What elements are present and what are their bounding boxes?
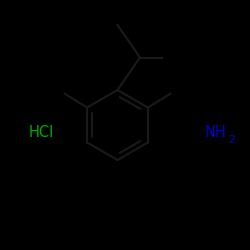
- Text: NH: NH: [205, 125, 227, 140]
- Text: 2: 2: [229, 135, 235, 145]
- Text: HCl: HCl: [29, 125, 54, 140]
